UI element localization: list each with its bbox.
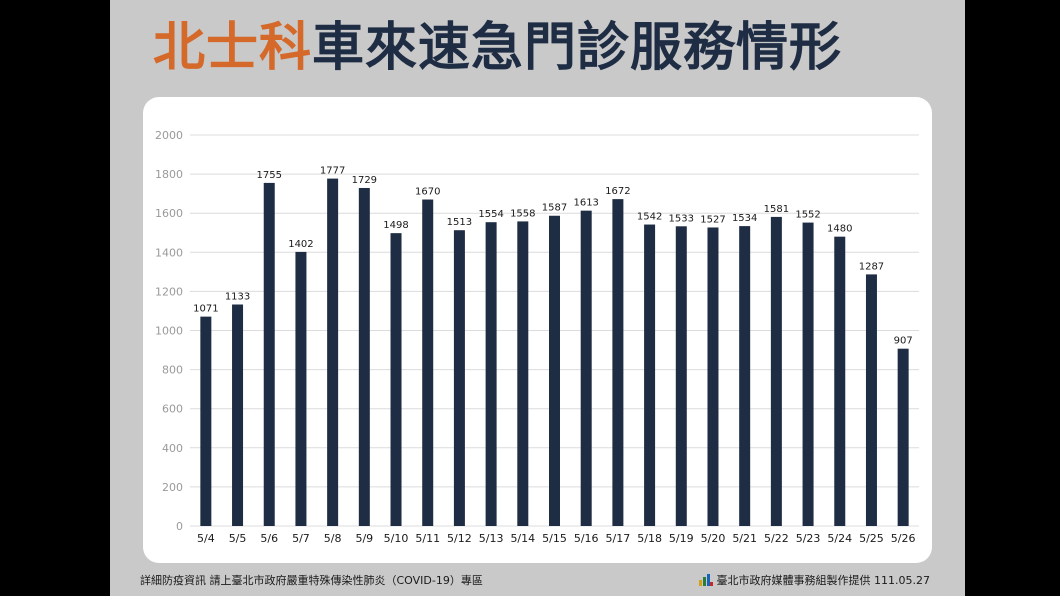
x-tick-label: 5/11 <box>415 532 440 545</box>
bar <box>485 222 497 526</box>
data-label: 1777 <box>320 166 345 177</box>
x-tick-label: 5/26 <box>891 532 916 545</box>
x-tick-label: 5/20 <box>701 532 726 545</box>
bar <box>644 224 656 526</box>
x-tick-label: 5/15 <box>542 532 567 545</box>
y-tick-label: 1600 <box>155 207 183 220</box>
data-label: 1287 <box>859 261 884 272</box>
y-tick-label: 1400 <box>155 246 183 259</box>
bar <box>422 199 434 526</box>
x-tick-label: 5/9 <box>355 532 373 545</box>
bar <box>580 210 592 526</box>
bar <box>295 251 307 526</box>
x-tick-label: 5/16 <box>574 532 599 545</box>
data-label: 1755 <box>257 170 282 181</box>
x-tick-label: 5/24 <box>827 532 852 545</box>
bar <box>675 226 687 526</box>
taipei-logo-icon <box>698 574 713 586</box>
x-tick-label: 5/13 <box>479 532 504 545</box>
x-tick-label: 5/12 <box>447 532 472 545</box>
bar <box>612 199 624 526</box>
footer-credit-text: 臺北市政府媒體事務組製作提供 111.05.27 <box>716 574 930 587</box>
bar <box>834 236 846 526</box>
data-label: 1480 <box>827 224 852 235</box>
x-tick-label: 5/14 <box>510 532 535 545</box>
y-tick-label: 1000 <box>155 325 183 338</box>
x-tick-label: 5/17 <box>606 532 631 545</box>
x-tick-label: 5/5 <box>229 532 247 545</box>
y-tick-label: 0 <box>176 520 183 533</box>
data-label: 1534 <box>732 213 757 224</box>
bar <box>865 274 877 526</box>
y-tick-label: 1800 <box>155 168 183 181</box>
chart-card: 0 200 400 600 800 1000 1200 1400 1600 1800 2000 107… <box>143 97 932 563</box>
bar <box>517 221 529 526</box>
x-tick-label: 5/4 <box>197 532 215 545</box>
bar <box>739 226 751 526</box>
data-label: 1729 <box>352 175 377 186</box>
bar <box>263 182 275 526</box>
x-tick-label: 5/23 <box>796 532 821 545</box>
x-tick-label: 5/18 <box>637 532 662 545</box>
bar <box>549 215 560 526</box>
y-tick-label: 1200 <box>155 285 183 298</box>
x-tick-label: 5/21 <box>732 532 757 545</box>
page-title: 北士科車來速急門診服務情形 <box>153 14 943 82</box>
data-label: 1133 <box>225 291 250 302</box>
x-tick-label: 5/7 <box>292 532 310 545</box>
bar <box>358 187 370 526</box>
data-label: 1672 <box>605 186 630 197</box>
y-tick-label: 2000 <box>155 129 183 142</box>
data-label: 1613 <box>573 198 598 209</box>
data-label: 1533 <box>669 213 694 224</box>
bar-chart: 0 200 400 600 800 1000 1200 1400 1600 1800 2000 107… <box>155 129 919 545</box>
data-label: 1558 <box>510 208 535 219</box>
x-tick-label: 5/10 <box>384 532 409 545</box>
footer-credit: 臺北市政府媒體事務組製作提供 111.05.27 <box>698 572 930 588</box>
y-tick-label: 800 <box>162 364 183 377</box>
bar <box>802 222 814 527</box>
footer-info-text: 詳細防疫資訊 請上臺北市政府嚴重特殊傳染性肺炎（COVID-19）專區 <box>140 574 483 587</box>
bar <box>770 216 782 526</box>
data-label: 1554 <box>478 209 503 220</box>
bar <box>453 230 465 526</box>
data-label: 1071 <box>193 304 218 315</box>
x-tick-label: 5/19 <box>669 532 694 545</box>
x-tick-label: 5/25 <box>859 532 884 545</box>
data-label: 1527 <box>700 214 725 225</box>
bar <box>327 178 339 526</box>
data-label: 1542 <box>637 212 662 223</box>
bar <box>200 316 212 526</box>
data-label: 1581 <box>764 204 789 215</box>
x-tick-label: 5/22 <box>764 532 789 545</box>
data-label: 1402 <box>288 239 313 250</box>
title-rest: 車來速急門診服務情形 <box>312 18 843 78</box>
bar <box>390 233 402 527</box>
bar <box>707 227 719 526</box>
data-label: 1587 <box>542 203 567 214</box>
data-label: 907 <box>894 336 913 347</box>
title-highlight: 北士科 <box>153 18 313 78</box>
y-tick-label: 400 <box>162 442 183 455</box>
y-tick-label: 600 <box>162 403 183 416</box>
bar <box>897 348 909 526</box>
data-label: 1552 <box>795 210 820 221</box>
x-tick-label: 5/6 <box>260 532 278 545</box>
x-tick-label: 5/8 <box>324 532 342 545</box>
bar <box>232 304 244 526</box>
data-label: 1513 <box>447 217 472 228</box>
data-label: 1670 <box>415 187 440 198</box>
data-label: 1498 <box>383 220 408 231</box>
y-tick-label: 200 <box>162 481 183 494</box>
